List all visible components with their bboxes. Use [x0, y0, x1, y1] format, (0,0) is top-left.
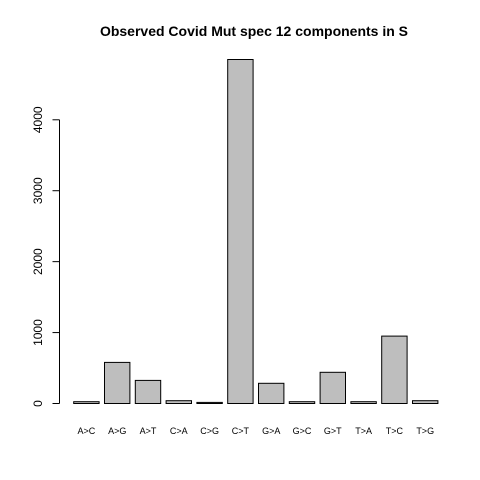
bar-G>C — [288, 401, 316, 405]
bar-C>T — [227, 59, 254, 404]
x-tick-label-T>A: T>A — [355, 426, 372, 436]
bars — [73, 59, 439, 405]
x-tick-label-G>T: G>T — [324, 426, 342, 436]
bar-A>C — [73, 401, 100, 405]
chart-title: Observed Covid Mut spec 12 components in… — [100, 23, 408, 39]
y-tick-label-4000: 4000 — [31, 106, 45, 133]
y-tick-label-0: 0 — [31, 400, 45, 407]
bar-T>C — [381, 335, 408, 405]
x-tick-label-A>T: A>T — [140, 426, 157, 436]
bar-A>G — [104, 361, 131, 404]
x-tick-labels: A>C A>G A>T C>A C>G C>T G>A G>C G>T T>A T>C T>G — [78, 426, 435, 436]
y-tick-label-1000: 1000 — [31, 319, 45, 346]
bar-G>T — [319, 371, 347, 404]
y-axis: 0 1000 2000 3000 4000 — [31, 106, 60, 407]
bar-A>T — [134, 379, 162, 404]
x-tick-label-A>C: A>C — [78, 426, 96, 436]
x-tick-label-C>T: C>T — [232, 426, 250, 436]
x-tick-label-C>A: C>A — [170, 426, 188, 436]
x-tick-label-G>A: G>A — [262, 426, 280, 436]
x-tick-label-A>G: A>G — [108, 426, 126, 436]
bar-G>A — [258, 382, 285, 404]
y-tick-label-3000: 3000 — [31, 177, 45, 204]
x-tick-label-G>C: G>C — [293, 426, 312, 436]
bar-C>A — [165, 400, 193, 405]
bar-T>A — [350, 401, 377, 405]
bar-C>G — [196, 401, 223, 404]
x-tick-label-T>C: T>C — [386, 426, 404, 436]
y-tick-label-2000: 2000 — [31, 248, 45, 275]
x-tick-label-C>G: C>G — [200, 426, 219, 436]
x-tick-label-T>G: T>G — [416, 426, 434, 436]
bar-T>G — [412, 400, 439, 405]
